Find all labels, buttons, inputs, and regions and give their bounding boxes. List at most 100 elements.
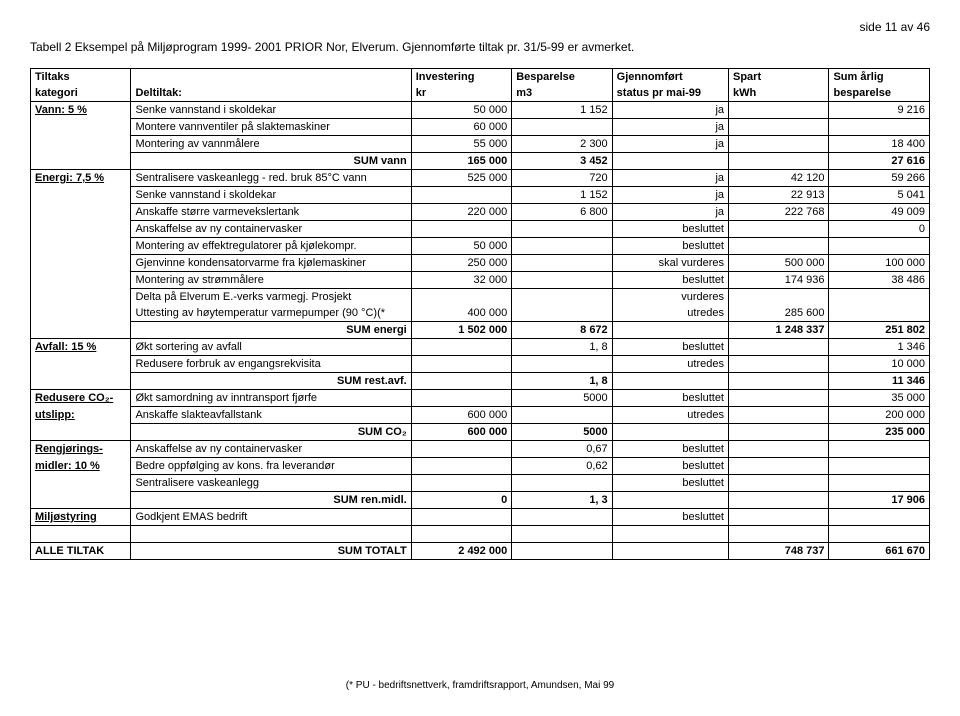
- cell: [829, 509, 930, 526]
- cell: besluttet: [612, 509, 728, 526]
- cell: [612, 373, 728, 390]
- table-row: Delta på Elverum E.-verks varmegj. Prosj…: [31, 289, 930, 306]
- table-row: Montering av effektregulatorer på kjølek…: [31, 238, 930, 255]
- cell: [729, 136, 829, 153]
- cell: 200 000: [829, 407, 930, 424]
- cell: [411, 458, 511, 475]
- hdr-spart2: kWh: [729, 85, 829, 102]
- cell: 174 936: [729, 272, 829, 289]
- table-row: Redusere forbruk av engangsrekvisita utr…: [31, 356, 930, 373]
- sum-label: SUM energi: [131, 322, 411, 339]
- cell: 1, 8: [512, 373, 612, 390]
- cell: [411, 509, 511, 526]
- sum-label: SUM ren.midl.: [131, 492, 411, 509]
- cell: 59 266: [829, 170, 930, 187]
- cell: Senke vannstand i skoldekar: [131, 187, 411, 204]
- hdr-cat: Tiltaks: [31, 69, 131, 86]
- cell: [729, 424, 829, 441]
- cell: Uttesting av høytemperatur varmepumper (…: [131, 305, 411, 322]
- cell: 1 502 000: [411, 322, 511, 339]
- total-row: ALLE TILTAK SUM TOTALT 2 492 000 748 737…: [31, 543, 930, 560]
- cell: Montering av effektregulatorer på kjølek…: [131, 238, 411, 255]
- cell: [829, 441, 930, 458]
- cell: 1 152: [512, 187, 612, 204]
- cell: Økt samordning av inntransport fjørfe: [131, 390, 411, 407]
- cell: 525 000: [411, 170, 511, 187]
- cell: [512, 238, 612, 255]
- cell: besluttet: [612, 238, 728, 255]
- cell: besluttet: [612, 458, 728, 475]
- cell: [729, 119, 829, 136]
- cell: 720: [512, 170, 612, 187]
- cell: [729, 509, 829, 526]
- cell: [729, 475, 829, 492]
- cell: [729, 238, 829, 255]
- cell: 100 000: [829, 255, 930, 272]
- cell: 1 346: [829, 339, 930, 356]
- cell: besluttet: [612, 390, 728, 407]
- cell: 5000: [512, 390, 612, 407]
- cell: 0,62: [512, 458, 612, 475]
- cell: 49 009: [829, 204, 930, 221]
- cell: [829, 305, 930, 322]
- cell: besluttet: [612, 441, 728, 458]
- table-row: Miljøstyring Godkjent EMAS bedrift beslu…: [31, 509, 930, 526]
- cell: 250 000: [411, 255, 511, 272]
- hdr-sum2: besparelse: [829, 85, 930, 102]
- cell: 0: [411, 492, 511, 509]
- table-row: midler: 10 % Bedre oppfølging av kons. f…: [31, 458, 930, 475]
- cell: [612, 424, 728, 441]
- hdr-spart: Spart: [729, 69, 829, 86]
- cell: [411, 475, 511, 492]
- cell: 3 452: [512, 153, 612, 170]
- cell: [512, 221, 612, 238]
- cell: [729, 407, 829, 424]
- sum-row: SUM energi 1 502 000 8 672 1 248 337 251…: [31, 322, 930, 339]
- table-row: Rengjørings- Anskaffelse av ny container…: [31, 441, 930, 458]
- cell: 748 737: [729, 543, 829, 560]
- cell: Gjenvinne kondensatorvarme fra kjølemask…: [131, 255, 411, 272]
- cell: [512, 407, 612, 424]
- cell: [411, 441, 511, 458]
- cell: Montering av vannmålere: [131, 136, 411, 153]
- page-number: side 11 av 46: [30, 20, 930, 34]
- cell: ja: [612, 187, 728, 204]
- cell: 285 600: [729, 305, 829, 322]
- hdr-sum: Sum årlig: [829, 69, 930, 86]
- cell: [612, 543, 728, 560]
- table-row: Montering av strømmålere 32 000 beslutte…: [31, 272, 930, 289]
- cell: 1 248 337: [729, 322, 829, 339]
- total-label: ALLE TILTAK: [31, 543, 131, 560]
- main-table: Tiltaks Investering Besparelse Gjennomfø…: [30, 68, 930, 560]
- hdr-besp2: m3: [512, 85, 612, 102]
- cell: 222 768: [729, 204, 829, 221]
- cell: [729, 458, 829, 475]
- table-row: Energi: 7,5 % Sentralisere vaskeanlegg -…: [31, 170, 930, 187]
- section-rengj-label2: midler: 10 %: [31, 458, 131, 475]
- cell: ja: [612, 170, 728, 187]
- table-row: utslipp: Anskaffe slakteavfallstank 600 …: [31, 407, 930, 424]
- cell: 11 346: [829, 373, 930, 390]
- header-row-1: Tiltaks Investering Besparelse Gjennomfø…: [31, 69, 930, 86]
- table-row: Uttesting av høytemperatur varmepumper (…: [31, 305, 930, 322]
- cell: Sentralisere vaskeanlegg - red. bruk 85°…: [131, 170, 411, 187]
- section-miljo-label: Miljøstyring: [31, 509, 131, 526]
- table-row: Montering av vannmålere 55 000 2 300 ja …: [31, 136, 930, 153]
- hdr-gjen2: status pr mai-99: [612, 85, 728, 102]
- hdr-cat2: kategori: [31, 85, 131, 102]
- sum-row: SUM vann 165 000 3 452 27 616: [31, 153, 930, 170]
- cell: [512, 289, 612, 306]
- cell: 500 000: [729, 255, 829, 272]
- cell: 38 486: [829, 272, 930, 289]
- sum-label: SUM vann: [131, 153, 411, 170]
- cell: 1 152: [512, 102, 612, 119]
- cell: 55 000: [411, 136, 511, 153]
- table-row: Anskaffelse av ny containervasker beslut…: [31, 221, 930, 238]
- cell: [411, 390, 511, 407]
- hdr-inv: Investering: [411, 69, 511, 86]
- cell: skal vurderes: [612, 255, 728, 272]
- cell: [729, 492, 829, 509]
- cell: [612, 322, 728, 339]
- table-row: Avfall: 15 % Økt sortering av avfall 1, …: [31, 339, 930, 356]
- cell: [729, 441, 829, 458]
